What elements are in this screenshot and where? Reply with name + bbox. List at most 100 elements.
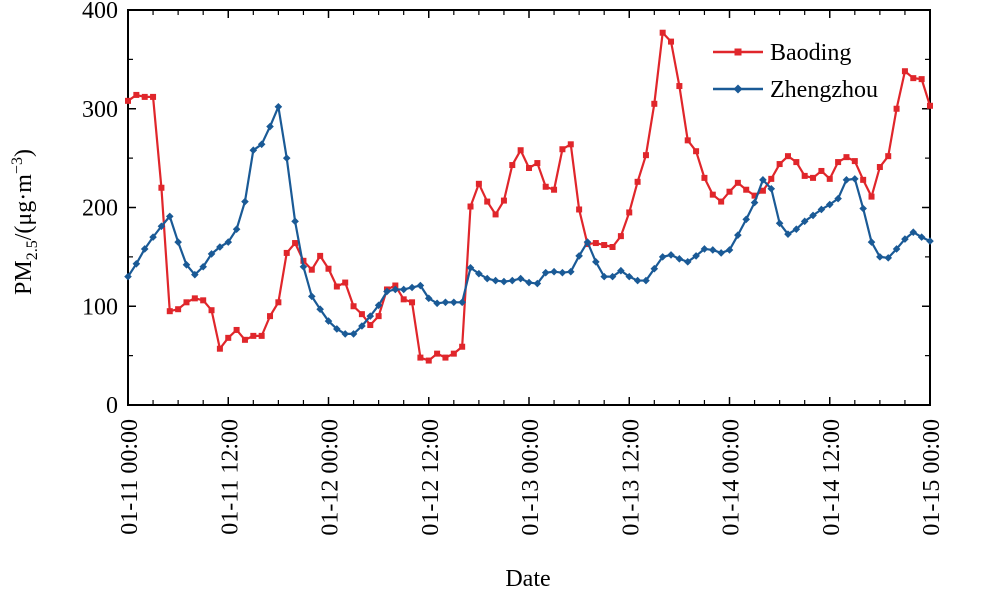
y-axis-title-sup: −3 bbox=[9, 157, 26, 174]
y-tick-label: 200 bbox=[82, 196, 118, 222]
data-point-baoding bbox=[810, 174, 817, 181]
data-point-baoding bbox=[475, 180, 482, 187]
data-point-baoding bbox=[183, 299, 190, 306]
data-point-zhengzhou bbox=[742, 215, 751, 224]
x-tick-label: 01-12 12:00 bbox=[418, 419, 444, 536]
data-point-zhengzhou bbox=[157, 222, 166, 231]
data-point-zhengzhou bbox=[241, 197, 249, 206]
data-point-zhengzhou bbox=[299, 262, 308, 271]
data-point-baoding bbox=[576, 206, 583, 213]
data-point-zhengzhou bbox=[282, 154, 291, 162]
data-point-zhengzhou bbox=[358, 322, 366, 330]
data-point-zhengzhou bbox=[391, 285, 400, 294]
data-point-baoding bbox=[526, 165, 532, 171]
data-point-zhengzhou bbox=[165, 212, 174, 221]
plot-area bbox=[124, 9, 934, 406]
y-axis-title-rest: /(μg·m bbox=[11, 174, 37, 241]
data-point-zhengzhou bbox=[667, 251, 675, 259]
data-point-zhengzhou bbox=[207, 250, 216, 258]
x-tick-label: 01-14 12:00 bbox=[819, 419, 845, 536]
data-point-zhengzhou bbox=[800, 217, 809, 226]
data-point-zhengzhou bbox=[483, 274, 492, 283]
series-layer bbox=[124, 29, 934, 364]
data-point-zhengzhou bbox=[608, 272, 617, 281]
legend: Baoding Zhengzhou bbox=[713, 40, 878, 103]
data-point-zhengzhou bbox=[249, 146, 258, 155]
series-baoding bbox=[125, 29, 933, 364]
data-point-zhengzhou bbox=[700, 245, 709, 253]
data-point-baoding bbox=[492, 211, 499, 218]
data-point-baoding bbox=[876, 164, 883, 171]
data-point-zhengzhou bbox=[625, 272, 634, 281]
data-point-zhengzhou bbox=[541, 268, 550, 277]
data-point-baoding bbox=[668, 38, 675, 45]
data-point-zhengzhou bbox=[566, 267, 575, 276]
data-point-zhengzhou bbox=[450, 298, 458, 307]
data-point-baoding bbox=[801, 172, 808, 179]
data-point-baoding bbox=[868, 193, 875, 200]
data-point-baoding bbox=[333, 283, 340, 290]
data-point-baoding bbox=[375, 313, 382, 320]
data-point-baoding bbox=[292, 240, 299, 247]
y-axis-title: PM2.5/(μg·m−3) bbox=[9, 149, 41, 295]
legend-marker-zhengzhou bbox=[733, 84, 743, 94]
data-point-baoding bbox=[743, 186, 750, 193]
data-point-zhengzhou bbox=[592, 258, 600, 266]
axis-ticks bbox=[127, 9, 931, 406]
data-point-baoding bbox=[659, 29, 666, 36]
data-point-zhengzhou bbox=[525, 278, 533, 287]
y-tick-label: 100 bbox=[82, 294, 118, 320]
data-point-zhengzhou bbox=[475, 269, 483, 278]
data-point-baoding bbox=[693, 148, 700, 155]
legend-item-baoding: Baoding bbox=[713, 40, 851, 66]
data-point-baoding bbox=[325, 265, 332, 272]
legend-label-zhengzhou: Zhengzhou bbox=[770, 77, 878, 103]
data-point-baoding bbox=[793, 159, 800, 166]
data-point-baoding bbox=[241, 336, 248, 343]
data-point-zhengzhou bbox=[500, 277, 508, 286]
data-point-baoding bbox=[559, 146, 566, 153]
data-point-zhengzhou bbox=[600, 272, 608, 281]
x-tick-label: 01-15 00:00 bbox=[919, 419, 945, 536]
data-point-baoding bbox=[225, 334, 232, 341]
data-point-baoding bbox=[467, 203, 474, 210]
plot-frame bbox=[127, 9, 931, 406]
y-tick-label: 300 bbox=[82, 97, 118, 123]
data-point-baoding bbox=[417, 354, 424, 361]
data-point-zhengzhou bbox=[508, 276, 517, 285]
data-point-zhengzhou bbox=[901, 235, 909, 243]
y-tick-label: 400 bbox=[82, 0, 118, 24]
data-point-zhengzhou bbox=[257, 140, 266, 149]
data-point-zhengzhou bbox=[408, 283, 416, 292]
data-point-baoding bbox=[592, 240, 599, 247]
data-point-baoding bbox=[626, 209, 633, 216]
data-point-baoding bbox=[726, 188, 733, 195]
data-point-zhengzhou bbox=[174, 238, 182, 246]
data-point-baoding bbox=[534, 160, 541, 167]
data-point-zhengzhou bbox=[926, 237, 934, 245]
data-point-zhengzhou bbox=[817, 205, 826, 214]
data-point-zhengzhou bbox=[650, 264, 659, 273]
data-point-baoding bbox=[651, 100, 658, 107]
data-point-zhengzhou bbox=[842, 176, 851, 184]
data-point-zhengzhou bbox=[224, 238, 233, 246]
data-point-baoding bbox=[860, 176, 867, 183]
data-point-zhengzhou bbox=[191, 270, 199, 279]
data-point-zhengzhou bbox=[124, 272, 132, 281]
data-point-zhengzhou bbox=[533, 279, 542, 288]
y-axis-title-close: ) bbox=[11, 149, 37, 157]
data-point-baoding bbox=[893, 105, 900, 112]
data-point-zhengzhou bbox=[491, 276, 500, 285]
data-point-baoding bbox=[684, 137, 691, 144]
data-point-baoding bbox=[609, 244, 616, 250]
data-point-baoding bbox=[517, 147, 524, 154]
data-point-zhengzhou bbox=[316, 305, 324, 314]
data-point-zhengzhou bbox=[399, 285, 408, 294]
data-point-zhengzhou bbox=[775, 219, 784, 228]
data-point-zhengzhou bbox=[658, 253, 667, 261]
data-point-baoding bbox=[918, 76, 925, 83]
data-point-baoding bbox=[784, 153, 791, 160]
data-point-baoding bbox=[885, 153, 892, 160]
data-point-zhengzhou bbox=[458, 298, 466, 307]
